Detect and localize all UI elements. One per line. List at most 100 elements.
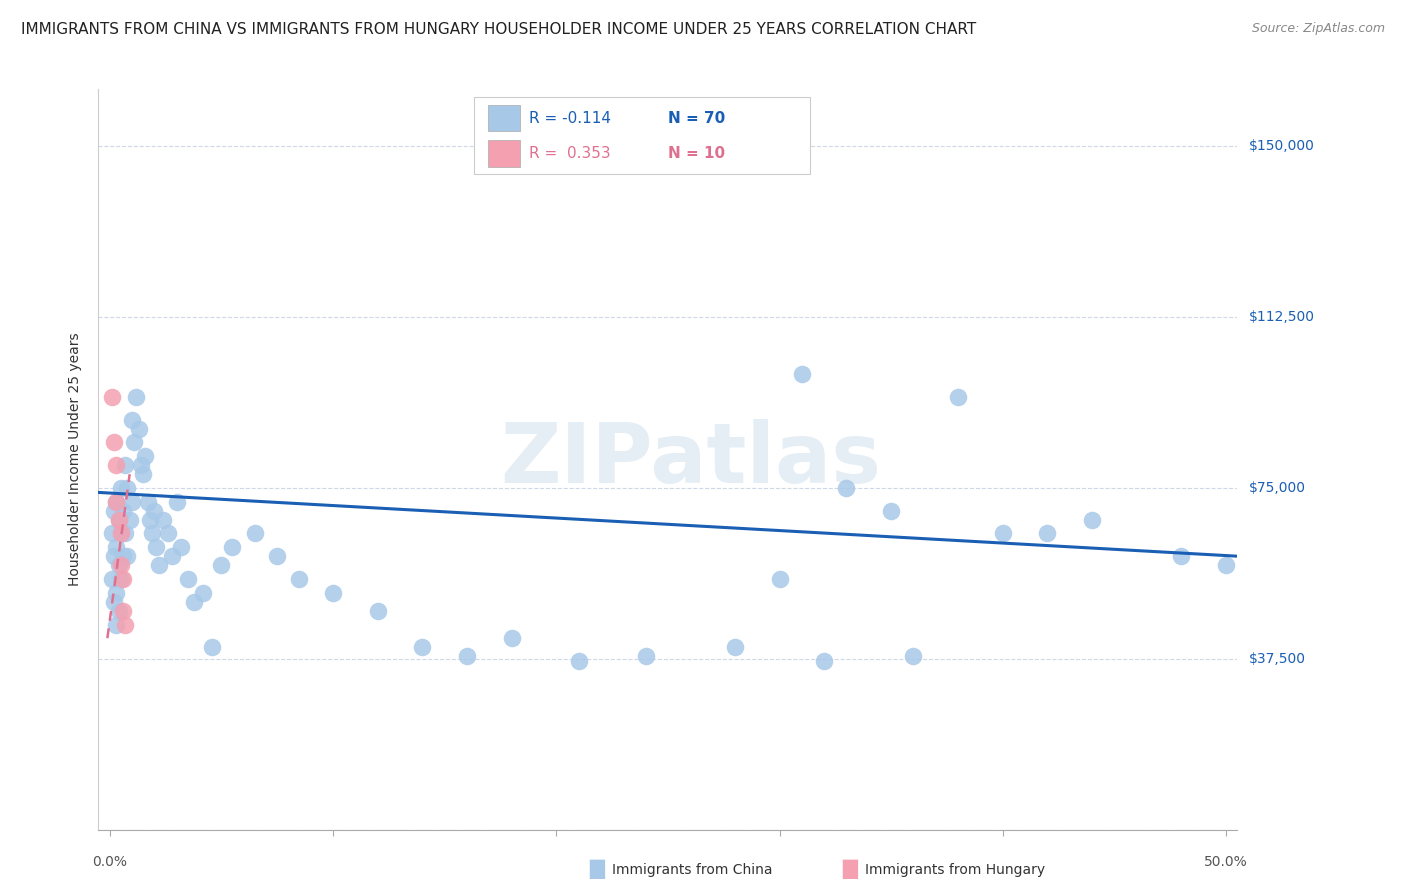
Y-axis label: Householder Income Under 25 years: Householder Income Under 25 years (69, 333, 83, 586)
FancyBboxPatch shape (488, 104, 520, 131)
Text: R = -0.114: R = -0.114 (529, 111, 612, 126)
Point (107, 558, 129, 573)
Point (501, 631, 523, 645)
Text: $150,000: $150,000 (1249, 139, 1315, 153)
Point (367, 604, 389, 618)
Point (105, 585, 128, 599)
Point (177, 572, 200, 586)
Point (121, 412, 143, 426)
Point (946, 390, 969, 404)
Point (160, 549, 183, 564)
Point (152, 513, 174, 527)
Text: N = 70: N = 70 (668, 111, 725, 126)
Point (1170, 549, 1192, 564)
Point (101, 572, 124, 586)
Point (110, 572, 132, 586)
Point (110, 526, 132, 541)
Point (110, 526, 132, 541)
Point (136, 494, 159, 508)
Point (111, 604, 134, 618)
Point (114, 617, 136, 632)
Text: Immigrants from Hungary: Immigrants from Hungary (865, 863, 1045, 877)
Point (243, 526, 266, 541)
Point (724, 640, 747, 655)
Point (813, 654, 835, 668)
Point (790, 367, 813, 381)
Text: Source: ZipAtlas.com: Source: ZipAtlas.com (1251, 22, 1385, 36)
Text: Immigrants from China: Immigrants from China (612, 863, 772, 877)
Text: █: █ (589, 860, 605, 880)
Text: █: █ (842, 860, 858, 880)
Point (183, 595, 205, 609)
Point (201, 640, 224, 655)
Point (134, 449, 156, 463)
Point (456, 649, 478, 664)
Point (1081, 513, 1104, 527)
Point (170, 540, 193, 554)
Point (105, 458, 128, 472)
Point (114, 526, 136, 541)
Point (266, 549, 288, 564)
Point (111, 503, 134, 517)
Point (903, 649, 925, 664)
Point (835, 481, 858, 495)
Point (141, 526, 163, 541)
Point (634, 649, 657, 664)
Text: N = 10: N = 10 (668, 146, 725, 161)
Text: $75,000: $75,000 (1249, 481, 1305, 495)
Point (107, 513, 129, 527)
Text: IMMIGRANTS FROM CHINA VS IMMIGRANTS FROM HUNGARY HOUSEHOLDER INCOME UNDER 25 YEA: IMMIGRANTS FROM CHINA VS IMMIGRANTS FROM… (21, 22, 976, 37)
Point (117, 481, 139, 495)
Point (105, 494, 128, 508)
Point (105, 540, 128, 554)
Point (145, 540, 167, 554)
Point (103, 435, 125, 450)
Point (322, 585, 344, 599)
Point (132, 467, 155, 482)
Text: 0.0%: 0.0% (91, 855, 127, 869)
Point (156, 526, 179, 541)
Point (110, 558, 132, 573)
Point (117, 549, 139, 564)
Point (103, 503, 125, 517)
Point (288, 572, 311, 586)
Point (110, 481, 132, 495)
Point (101, 390, 124, 404)
Point (122, 435, 145, 450)
Point (129, 458, 152, 472)
Point (128, 422, 150, 436)
Point (105, 617, 128, 632)
FancyBboxPatch shape (474, 96, 810, 174)
Text: $37,500: $37,500 (1249, 652, 1305, 665)
Point (105, 494, 128, 508)
FancyBboxPatch shape (488, 140, 520, 167)
Point (103, 549, 125, 564)
Text: R =  0.353: R = 0.353 (529, 146, 610, 161)
Point (1036, 526, 1059, 541)
Point (221, 540, 243, 554)
Point (103, 595, 125, 609)
Point (139, 513, 162, 527)
Point (111, 549, 134, 564)
Point (880, 503, 903, 517)
Point (111, 572, 134, 586)
Point (107, 513, 129, 527)
Point (193, 585, 215, 599)
Point (121, 494, 143, 508)
Point (209, 558, 232, 573)
Point (118, 513, 141, 527)
Point (143, 503, 166, 517)
Point (411, 640, 433, 655)
Point (991, 526, 1014, 541)
Text: 50.0%: 50.0% (1205, 855, 1249, 869)
Point (114, 458, 136, 472)
Point (101, 526, 124, 541)
Point (125, 390, 148, 404)
Point (166, 494, 188, 508)
Point (148, 558, 170, 573)
Text: $112,500: $112,500 (1249, 310, 1315, 324)
Point (1215, 558, 1237, 573)
Point (567, 654, 589, 668)
Point (107, 604, 129, 618)
Point (768, 572, 790, 586)
